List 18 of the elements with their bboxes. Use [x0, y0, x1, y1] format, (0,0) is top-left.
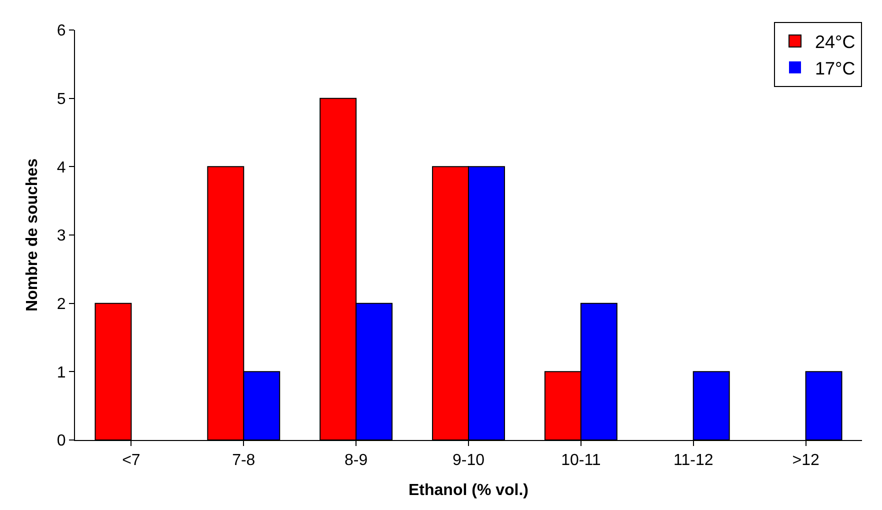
x-tick-label: 8-9 — [344, 452, 368, 470]
x-tick-label: 11-12 — [673, 452, 714, 470]
x-tick-label: >12 — [792, 452, 820, 470]
y-axis-title: Nombre de souches — [24, 158, 41, 312]
y-tick-label: 6 — [56, 22, 66, 40]
legend-label: 24°C — [815, 32, 856, 52]
legend-label: 17°C — [815, 58, 856, 78]
y-tick-label: 3 — [56, 228, 66, 245]
x-tick-label: 7-8 — [232, 452, 256, 470]
y-tick-label: 0 — [56, 432, 66, 450]
x-axis-title: Ethanol (% vol.) — [408, 482, 528, 499]
x-tick-label: 9-10 — [452, 452, 485, 470]
x-tick-label: <7 — [122, 452, 140, 470]
y-tick-label: 1 — [56, 364, 66, 382]
y-tick-label: 5 — [56, 90, 66, 108]
y-tick-label: 2 — [56, 296, 66, 313]
y-tick-label: 4 — [56, 159, 66, 176]
x-tick-label: 10-11 — [561, 452, 601, 470]
